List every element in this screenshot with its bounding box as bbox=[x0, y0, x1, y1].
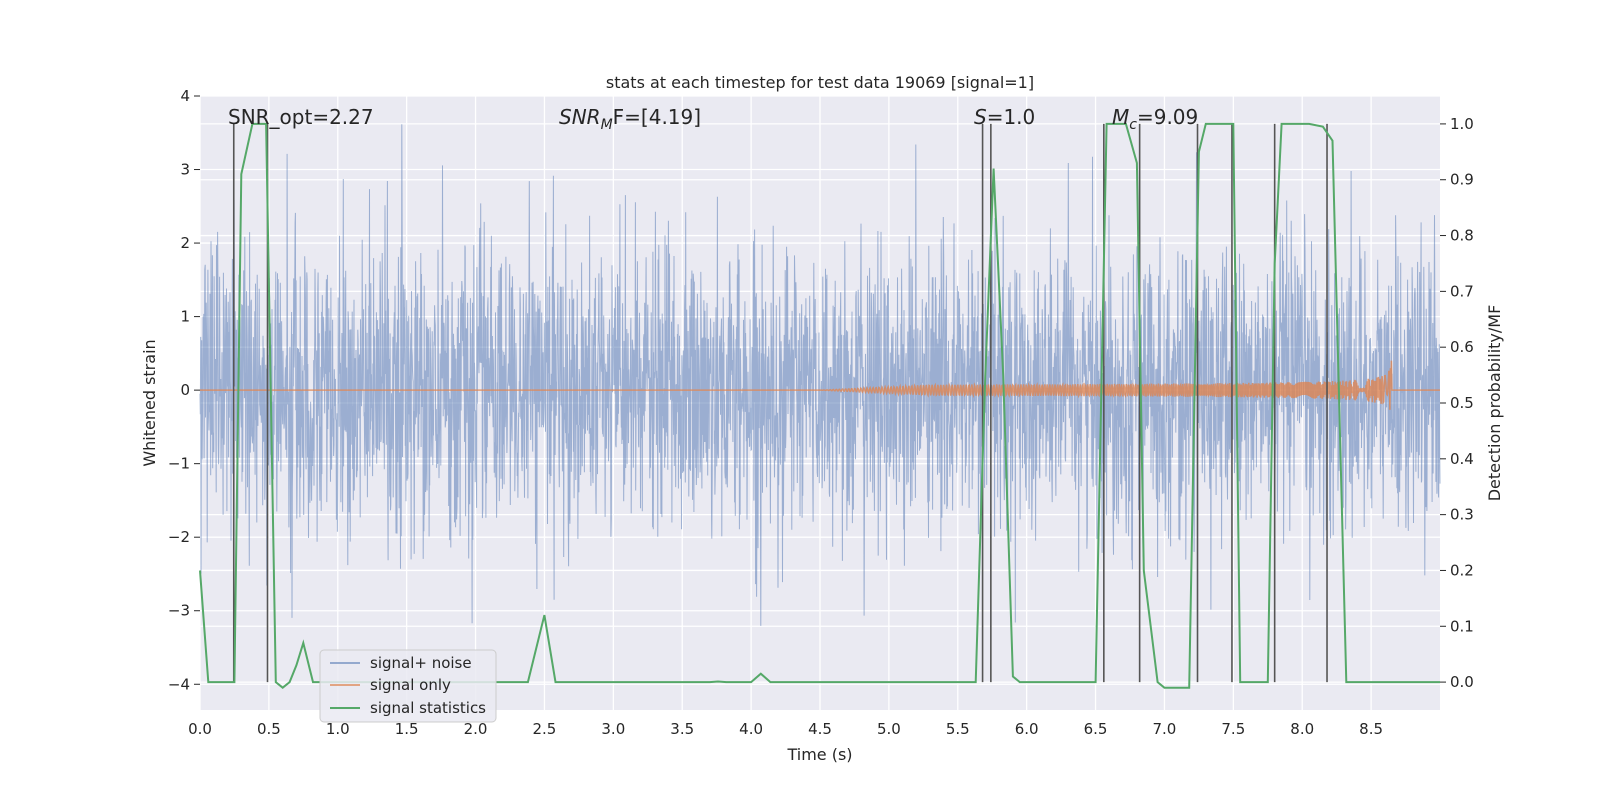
legend-label-signal-noise: signal+ noise bbox=[370, 654, 472, 672]
y2-tick-label-0: 1.0 bbox=[1450, 115, 1474, 133]
y-tick-label-7: −3 bbox=[168, 602, 190, 620]
y-tick-label-8: −4 bbox=[168, 675, 190, 693]
y2-tick-label-7: 0.3 bbox=[1450, 506, 1474, 524]
series-signal-statistics-line bbox=[199, 122, 1440, 689]
annotation-mc: Mc=9.09 bbox=[1112, 105, 1198, 133]
x-tick-label-11: 5.5 bbox=[946, 720, 970, 738]
x-tick-label-0: 0.0 bbox=[188, 720, 212, 738]
y-tick-label-6: −2 bbox=[168, 528, 190, 546]
x-tick-label-13: 6.5 bbox=[1084, 720, 1108, 738]
x-tick-label-1: 0.5 bbox=[257, 720, 281, 738]
y2-tick-label-8: 0.2 bbox=[1450, 561, 1474, 579]
y2-tick-label-4: 0.6 bbox=[1450, 338, 1474, 356]
x-tick-label-2: 1.0 bbox=[326, 720, 350, 738]
y2-tick-label-3: 0.7 bbox=[1450, 282, 1474, 300]
x-tick-label-8: 4.0 bbox=[739, 720, 763, 738]
y-tick-label-5: −1 bbox=[168, 455, 190, 473]
y2-axis-label: Detection probability/MF bbox=[1485, 305, 1504, 502]
y2-tick-label-2: 0.8 bbox=[1450, 227, 1474, 245]
legend-box bbox=[319, 649, 497, 723]
x-tick-label-9: 4.5 bbox=[808, 720, 832, 738]
x-tick-label-4: 2.0 bbox=[464, 720, 488, 738]
y-tick-label-3: 1 bbox=[180, 308, 190, 326]
y-axis-label: Whitened strain bbox=[140, 339, 159, 466]
x-tick-label-15: 7.5 bbox=[1221, 720, 1245, 738]
x-tick-label-14: 7.0 bbox=[1153, 720, 1177, 738]
y-tick-label-1: 3 bbox=[180, 161, 190, 179]
y2-tick-label-6: 0.4 bbox=[1450, 450, 1474, 468]
annotation-s-suffix: =1.0 bbox=[987, 105, 1036, 129]
x-tick-label-7: 3.5 bbox=[670, 720, 694, 738]
annotation-s-prefix: S bbox=[974, 105, 987, 129]
legend-label-signal-statistics: signal statistics bbox=[370, 699, 486, 717]
x-tick-label-3: 1.5 bbox=[395, 720, 419, 738]
annotations: SNR_opt=2.27 SNRMF=[4.19] S=1.0 Mc=9.09 bbox=[228, 105, 1198, 133]
legend-label-signal-only: signal only bbox=[370, 676, 451, 694]
y-tick-label-0: 4 bbox=[180, 87, 190, 105]
vertical-markers bbox=[199, 122, 1440, 689]
annotation-snr-mf-prefix: SNR bbox=[559, 105, 601, 129]
legend: signal+ noise signal only signal statist… bbox=[319, 649, 497, 723]
annotation-mc-prefix: M bbox=[1112, 105, 1129, 129]
annotation-snr-mf-sub: M bbox=[601, 117, 613, 133]
x-tick-label-12: 6.0 bbox=[1015, 720, 1039, 738]
y2-tick-label-10: 0.0 bbox=[1450, 673, 1474, 691]
annotation-s: S=1.0 bbox=[974, 105, 1035, 129]
y-tick-label-4: 0 bbox=[180, 381, 190, 399]
x-axis-label: Time (s) bbox=[786, 745, 852, 764]
x-tick-label-10: 5.0 bbox=[877, 720, 901, 738]
annotation-snr-mf-suffix: F=[4.19] bbox=[613, 105, 701, 129]
x-tick-label-5: 2.5 bbox=[533, 720, 557, 738]
y2-tick-label-5: 0.5 bbox=[1450, 394, 1474, 412]
series-signal-only-line bbox=[200, 360, 1440, 410]
series-signal-noise-line bbox=[199, 124, 1441, 626]
axes: 0.0 0.5 1.0 1.5 2.0 2.5 3.0 3.5 4.0 4.5 5.0 5.5 6.0 6… bbox=[168, 87, 1474, 738]
annotation-mc-sub: c bbox=[1129, 117, 1137, 133]
x-tick-label-16: 8.0 bbox=[1290, 720, 1314, 738]
annotation-snr-mf: SNRMF=[4.19] bbox=[559, 105, 701, 133]
data-series bbox=[199, 124, 1441, 626]
chart-title: stats at each timestep for test data 190… bbox=[606, 73, 1034, 92]
x-tick-label-17: 8.5 bbox=[1359, 720, 1383, 738]
y-tick-label-2: 2 bbox=[180, 234, 190, 252]
y2-tick-label-1: 0.9 bbox=[1450, 171, 1474, 189]
y2-tick-label-9: 0.1 bbox=[1450, 617, 1474, 635]
annotation-mc-suffix: =9.09 bbox=[1137, 105, 1198, 129]
annotation-snr-opt: SNR_opt=2.27 bbox=[228, 105, 374, 129]
x-tick-label-6: 3.0 bbox=[601, 720, 625, 738]
